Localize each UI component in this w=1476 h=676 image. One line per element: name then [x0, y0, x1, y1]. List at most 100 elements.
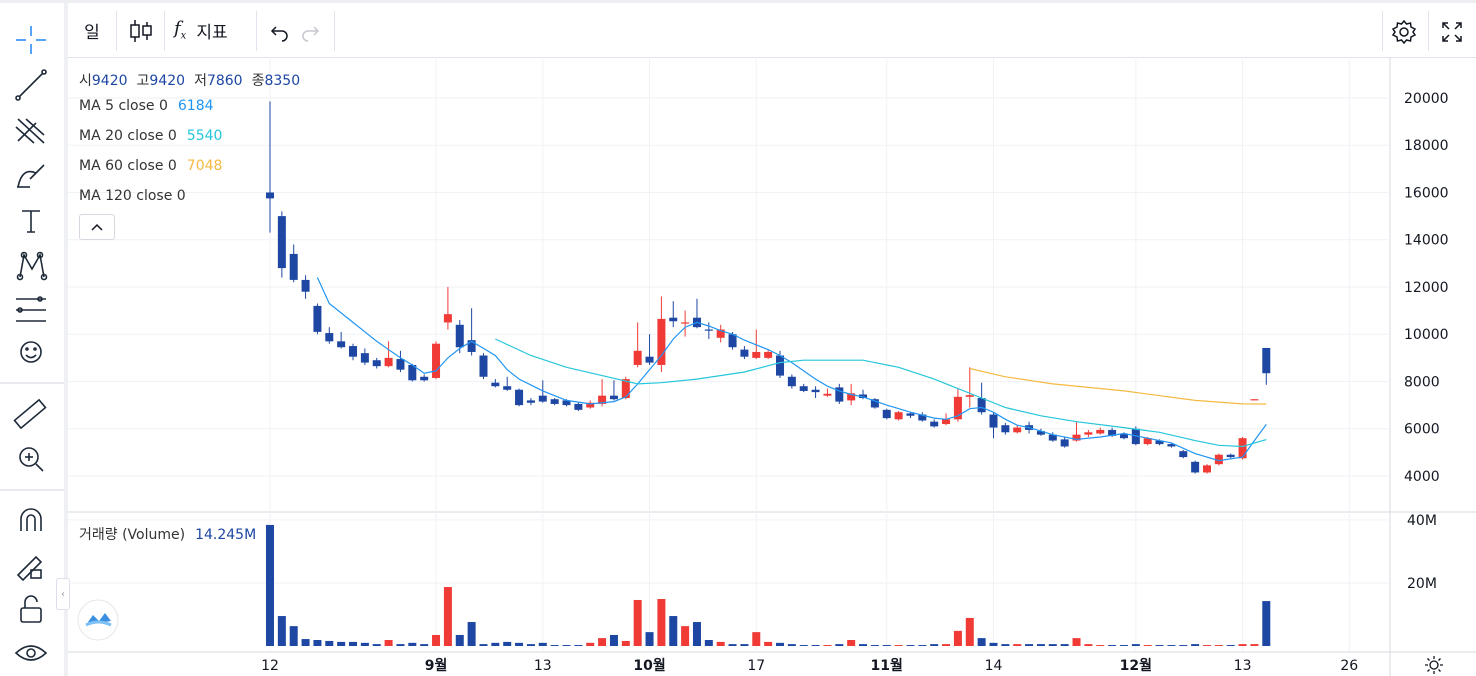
y-tick-label: 12000	[1404, 280, 1449, 296]
volume-bar	[621, 640, 630, 646]
candle-body	[491, 382, 500, 387]
candle-body	[455, 324, 464, 348]
x-tick-label: 11월	[871, 657, 903, 674]
collapse-toolbar-button[interactable]: ‹	[56, 578, 70, 610]
fullscreen-button[interactable]	[1440, 20, 1464, 44]
x-tick-label: 26	[1340, 658, 1358, 674]
volume-bar	[313, 640, 322, 646]
time-axis-settings[interactable]	[1424, 655, 1444, 675]
candle-body	[657, 318, 666, 365]
ma-legend-row: MA 120 close 0	[79, 188, 222, 218]
ma-value: 7048	[186, 158, 223, 174]
candle-body	[586, 402, 595, 408]
ma-line	[969, 367, 1267, 405]
lock-tool[interactable]	[20, 595, 42, 623]
candle-body	[526, 400, 535, 403]
volume-bar	[384, 640, 393, 646]
indicators-button[interactable]: fx 지표	[174, 3, 228, 57]
candle-body	[965, 395, 974, 397]
crosshair-tool[interactable]	[16, 26, 46, 54]
volume-bar	[1096, 645, 1105, 646]
volume-bar	[265, 524, 274, 646]
volume-bar	[965, 617, 974, 646]
volume-bar	[681, 626, 690, 646]
candle-body	[704, 329, 713, 331]
text-tool[interactable]	[22, 210, 40, 233]
volume-bar	[692, 622, 701, 646]
magnet-tool[interactable]	[20, 508, 42, 531]
candle-body	[265, 192, 274, 199]
volume-bar	[669, 616, 678, 646]
volume-legend: 거래량 (Volume) 14.245M	[79, 524, 256, 544]
candle-body	[538, 395, 547, 402]
projection-tool[interactable]	[16, 296, 46, 322]
separator	[164, 11, 165, 51]
emoji-tool[interactable]	[20, 341, 42, 363]
candle-body	[420, 376, 429, 381]
candle-body	[799, 386, 808, 391]
candle-body	[811, 389, 820, 393]
x-tick-label: 12월	[1120, 657, 1152, 674]
volume-bar	[526, 644, 535, 646]
volume-bar	[835, 644, 844, 646]
visibility-tool[interactable]	[14, 645, 48, 661]
undo-button[interactable]	[272, 30, 288, 42]
candle-body	[870, 399, 879, 408]
candle-body	[360, 353, 369, 363]
volume-bar	[1191, 644, 1200, 646]
indicators-label: 지표	[196, 22, 228, 43]
candle-body	[289, 253, 298, 280]
volume-bar	[443, 587, 452, 646]
fib-tool[interactable]	[15, 118, 45, 144]
candle-body	[598, 395, 607, 404]
pattern-tool[interactable]	[16, 251, 48, 281]
volume-bar	[1262, 601, 1271, 646]
brush-tool[interactable]	[17, 164, 45, 188]
separator	[116, 11, 117, 51]
lock-drawing-tool[interactable]	[16, 555, 43, 582]
logo[interactable]	[76, 598, 120, 642]
candle-body	[432, 343, 441, 378]
ma-line	[316, 277, 1267, 462]
ma-legend-row: MA 60 close 0 7048	[79, 158, 222, 188]
volume-bar	[799, 645, 808, 646]
ruler-tool[interactable]	[13, 398, 47, 430]
volume-bar	[1072, 638, 1081, 646]
settings-button[interactable]	[1390, 18, 1418, 46]
volume-bar	[550, 645, 559, 646]
candle-body	[479, 355, 488, 377]
left-toolbar	[0, 26, 64, 661]
top-edge	[0, 0, 1476, 3]
candle-body	[1084, 432, 1093, 435]
volume-bar	[1167, 645, 1176, 646]
volume-bar	[1226, 645, 1235, 646]
volume-bar	[728, 644, 737, 646]
candle-body	[787, 376, 796, 387]
volume-bar	[716, 641, 725, 646]
volume-bar	[953, 630, 962, 646]
chart-type-button[interactable]	[126, 17, 156, 45]
trend-line-tool[interactable]	[15, 69, 47, 101]
top-toolbar: 일 fx 지표	[68, 3, 1476, 58]
fx-icon: fx	[174, 18, 187, 42]
ma-legend-row: MA 5 close 0 6184	[79, 98, 222, 128]
redo-button[interactable]	[302, 30, 318, 42]
volume-bar	[277, 616, 286, 646]
period-button[interactable]: 일	[84, 22, 100, 43]
zoom-tool[interactable]	[19, 447, 44, 472]
volume-bar	[1238, 644, 1247, 646]
volume-bar	[1155, 645, 1164, 646]
y-tick-label: 6000	[1404, 422, 1440, 438]
volume-bar	[538, 642, 547, 646]
x-tick-label: 14	[985, 658, 1003, 674]
volume-bar	[574, 645, 583, 646]
collapse-legend-button[interactable]	[79, 214, 115, 240]
candle-body	[1262, 347, 1271, 374]
separator	[1382, 11, 1383, 51]
volume-bar	[787, 644, 796, 646]
y-tick-label: 20000	[1404, 91, 1449, 107]
candle-body	[1072, 434, 1081, 441]
candle-body	[906, 413, 915, 416]
volume-title: 거래량 (Volume)	[79, 527, 186, 543]
